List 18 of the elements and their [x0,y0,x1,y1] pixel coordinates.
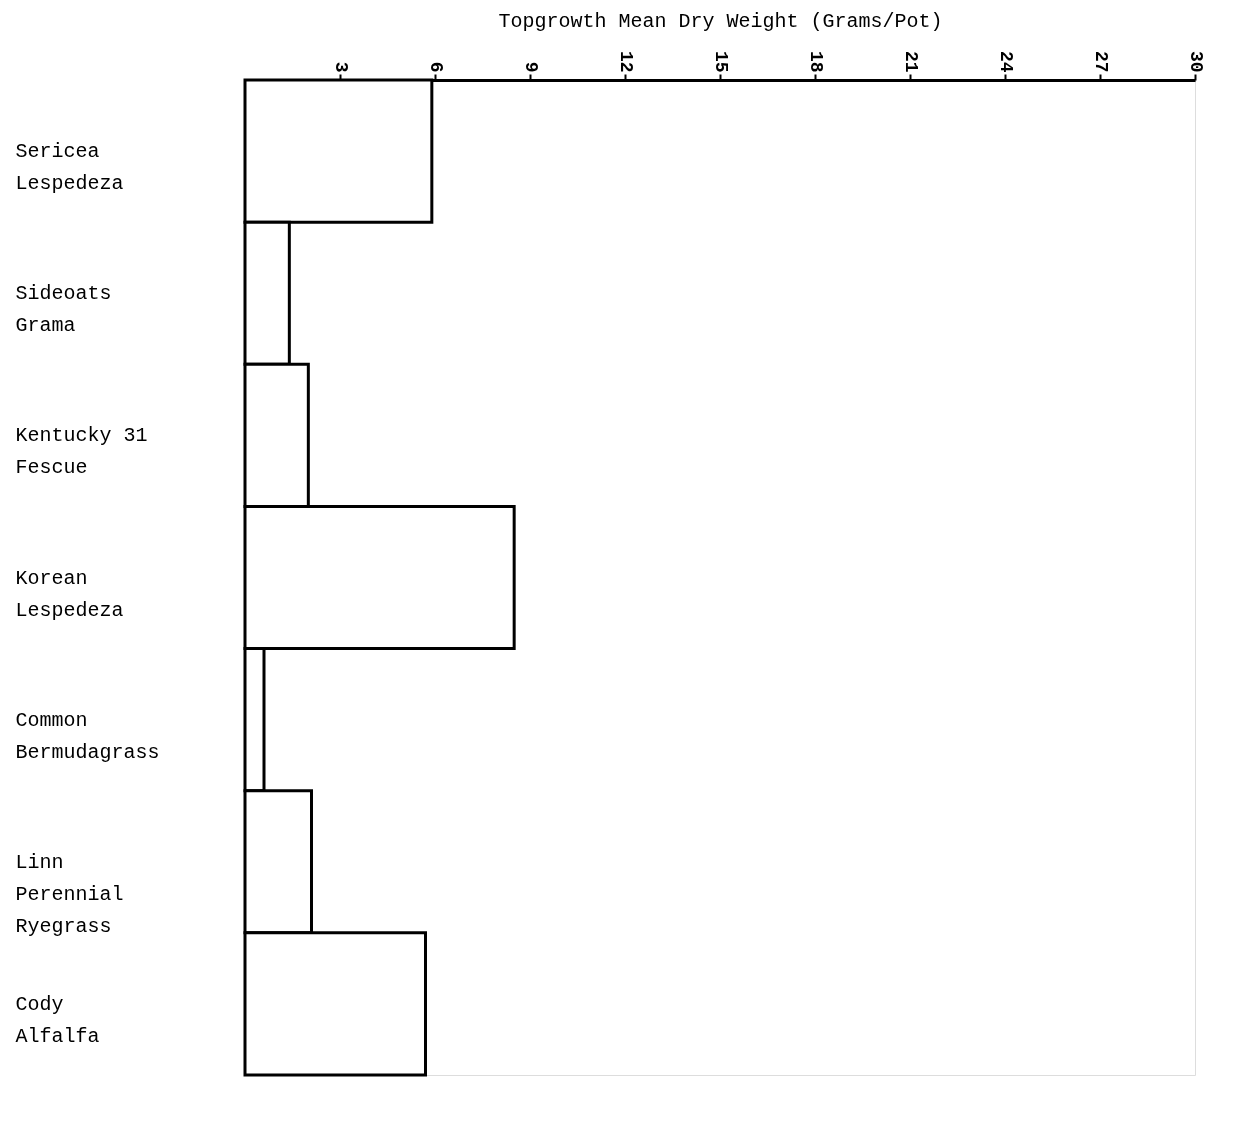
y-tick-label: Linn Perennial Ryegrass [15,850,124,938]
y-tick-label: Kentucky 31 Fescue [15,424,148,480]
x-axis-title: Topgrowth Mean Dry Weight (Grams/Pot) [498,9,943,33]
y-tick-label: Cody Alfalfa [15,992,100,1048]
y-tick-label: Common Bermudagrass [15,708,160,764]
x-tick-label: 12 [615,50,636,73]
x-tick-label: 18 [805,50,826,73]
x-tick-label: 24 [995,50,1016,73]
y-tick-label: Sideoats Grama [15,282,112,338]
y-tick-label: Korean Lespedeza [15,566,124,622]
x-tick-label: 21 [900,50,921,73]
x-tick-label: 6 [425,61,446,73]
x-tick-label: 9 [520,61,541,73]
x-tick-label: 27 [1090,50,1111,73]
x-tick-label: 15 [710,50,731,73]
x-tick-label: 3 [330,61,351,73]
y-tick-label: Sericea Lespedeza [15,140,124,196]
x-tick-label: 30 [1185,50,1206,73]
